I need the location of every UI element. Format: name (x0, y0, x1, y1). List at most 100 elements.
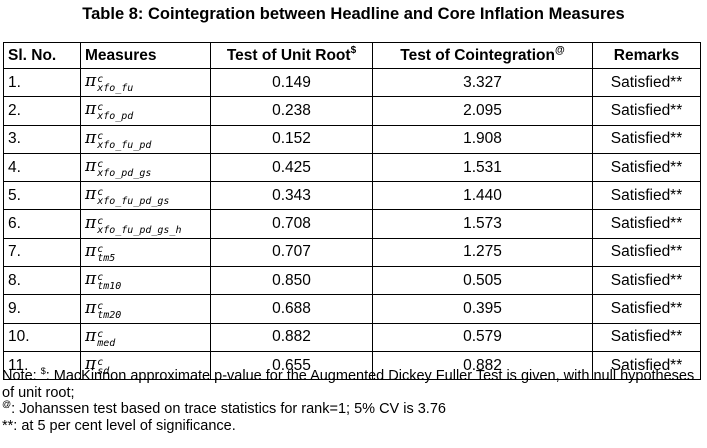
measure-pi-symbol: π (85, 354, 97, 375)
row-remarks: Satisfied** (592, 96, 701, 126)
row-sl-no: 10. (3, 322, 81, 352)
note-at-mark: @ (2, 399, 12, 409)
row-cointegration: 3.327 (372, 67, 593, 98)
measure-subscript: xfo_pd_gs (97, 168, 152, 180)
measure-script: c xfo_pd_gs (97, 159, 152, 180)
row-unit-root: 0.149 (210, 67, 373, 98)
row-remarks: Satisfied** (592, 350, 701, 381)
row-unit-root: 0.707 (210, 237, 373, 268)
row-cointegration: 2.095 (372, 96, 593, 126)
row-sl-no: 1. (3, 67, 81, 98)
measure-superscript: c (97, 130, 104, 142)
table-row: 6. π c xfo_fu_pd_gs_h 0.708 1.573 Satisfied** (3, 209, 701, 239)
row-measure: π c tm5 (80, 237, 211, 268)
measure-pi-symbol: π (85, 297, 97, 318)
row-remarks: Satisfied** (592, 209, 701, 239)
row-unit-root: 0.708 (210, 209, 373, 239)
row-sl-no: 9. (3, 294, 81, 324)
cointegration-table: Sl. No. Measures Test of Unit Root$ Test… (3, 42, 701, 381)
row-measure: π c xfo_pd_gs (80, 152, 211, 183)
table-row: 9. π c tm20 0.688 0.395 Satisfied** (3, 294, 701, 324)
table-body: 1. π c xfo_fu 0.149 3.327 Satisfied** 2. π c xfo_p… (3, 67, 701, 381)
measure-script: c tm10 (97, 272, 122, 293)
measure-superscript: c (97, 243, 104, 255)
measure-pi-symbol: π (85, 99, 97, 120)
row-measure: π c xfo_fu_pd_gs_h (80, 209, 211, 239)
measure-superscript: c (97, 102, 104, 114)
measure-subscript: xfo_pd (97, 111, 134, 123)
measure-superscript: c (97, 328, 104, 340)
measure-superscript: c (97, 74, 104, 86)
row-remarks: Satisfied** (592, 67, 701, 98)
row-measure: π c xfo_fu_pd (80, 124, 211, 154)
row-remarks: Satisfied** (592, 322, 701, 352)
table-row: 1. π c xfo_fu 0.149 3.327 Satisfied** (3, 67, 701, 98)
note-prefix: Note: (2, 368, 41, 384)
note-cointegration-text: : Johanssen test based on trace statisti… (11, 401, 446, 417)
row-remarks: Satisfied** (592, 237, 701, 268)
measure-subscript: tm10 (97, 281, 122, 293)
table-row: 2. π c xfo_pd 0.238 2.095 Satisfied** (3, 96, 701, 126)
header-unit-root-mark: $ (350, 44, 357, 56)
table-row: 10. π c med 0.882 0.579 Satisfied** (3, 322, 701, 352)
row-cointegration: 0.505 (372, 266, 593, 296)
row-cointegration: 0.395 (372, 294, 593, 324)
row-measure: π c med (80, 322, 211, 352)
measure-script: c xfo_pd (97, 102, 134, 123)
row-sl-no: 4. (3, 152, 81, 183)
measure-superscript: c (97, 159, 104, 171)
measure-subscript: xfo_fu_pd_gs (97, 196, 170, 208)
measure-script: c tm20 (97, 300, 122, 321)
row-cointegration: 0.882 (372, 350, 593, 381)
measure-script: c tm5 (97, 243, 116, 264)
measure-superscript: c (97, 272, 104, 284)
row-remarks: Satisfied** (592, 124, 701, 154)
row-cointegration: 1.573 (372, 209, 593, 239)
measure-superscript: c (97, 357, 104, 369)
measure-script: c xfo_fu_pd_gs_h (97, 216, 182, 236)
row-unit-root: 0.655 (210, 350, 373, 381)
note-unit-root: Note: $: MacKinnon approximate p-value f… (2, 366, 705, 401)
header-cointegration-mark: @ (554, 44, 565, 56)
measure-subscript: xfo_fu_pd_gs_h (97, 224, 182, 236)
table-header-row: Sl. No. Measures Test of Unit Root$ Test… (3, 42, 701, 69)
header-cointegration: Test of Cointegration@ (372, 42, 593, 69)
row-measure: π c xfo_fu (80, 67, 211, 98)
note-significance: **: at 5 per cent level of significance. (2, 417, 236, 434)
header-unit-root: Test of Unit Root$ (210, 42, 373, 69)
measure-superscript: c (97, 187, 104, 199)
row-measure: π c tm20 (80, 294, 211, 324)
table-row: 4. π c xfo_pd_gs 0.425 1.531 Satisfied** (3, 152, 701, 183)
measure-subscript: xfo_fu (97, 83, 134, 95)
row-cointegration: 0.579 (372, 322, 593, 352)
measure-pi-symbol: π (85, 240, 97, 261)
measure-subscript: med (97, 337, 116, 349)
note-cointegration: @: Johanssen test based on trace statist… (2, 399, 705, 418)
row-sl-no: 7. (3, 237, 81, 268)
header-sl-no: Sl. No. (3, 42, 81, 69)
table-notes: Note: $: MacKinnon approximate p-value f… (2, 366, 705, 434)
measure-pi-symbol: π (85, 127, 97, 148)
row-unit-root: 0.882 (210, 322, 373, 352)
measure-pi-symbol: π (85, 156, 97, 177)
measure-subscript: xfo_fu_pd (97, 139, 152, 151)
measure-superscript: c (97, 300, 104, 312)
row-cointegration: 1.531 (372, 152, 593, 183)
table-row: 3. π c xfo_fu_pd 0.152 1.908 Satisfied** (3, 124, 701, 154)
row-cointegration: 1.440 (372, 181, 593, 211)
row-measure: π c xfo_pd (80, 96, 211, 126)
measure-subscript: tm5 (97, 252, 116, 264)
row-unit-root: 0.425 (210, 152, 373, 183)
row-remarks: Satisfied** (592, 294, 701, 324)
measure-script: c sd (97, 357, 109, 377)
header-measures: Measures (80, 42, 211, 69)
row-cointegration: 1.275 (372, 237, 593, 268)
measure-pi-symbol: π (85, 184, 97, 205)
measure-subscript: tm20 (97, 309, 122, 321)
measure-script: c xfo_fu (97, 74, 134, 95)
row-unit-root: 0.850 (210, 266, 373, 296)
measure-pi-symbol: π (85, 71, 97, 92)
row-sl-no: 2. (3, 96, 81, 126)
note-dollar-mark: $ (40, 366, 46, 376)
table-row: 5. π c xfo_fu_pd_gs 0.343 1.440 Satisfied** (3, 181, 701, 211)
